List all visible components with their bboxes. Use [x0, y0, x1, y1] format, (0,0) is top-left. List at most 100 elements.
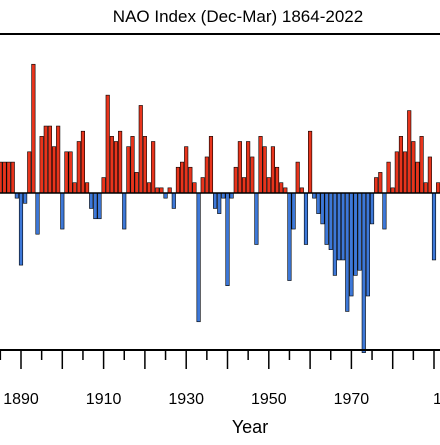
bar-1894: [35, 192, 40, 235]
bar-1937: [213, 192, 218, 209]
bar-1942: [233, 166, 238, 194]
bar-1910: [101, 177, 106, 194]
bar-1901: [64, 151, 69, 194]
bar-1961: [312, 192, 317, 199]
bar-1944: [241, 177, 247, 194]
bar-1904: [76, 141, 81, 194]
bar-1941: [229, 192, 234, 199]
bar-1930: [184, 146, 189, 194]
bar-1959: [303, 192, 309, 245]
bar-1922: [151, 141, 156, 194]
x-axis-label: Year: [232, 417, 268, 437]
bar-1927: [171, 192, 176, 209]
bar-1968: [341, 192, 346, 261]
bar-1988: [423, 182, 428, 194]
x-tick-label-1910: 1910: [86, 391, 122, 408]
bar-1964: [324, 192, 329, 245]
bar-1923: [155, 187, 160, 194]
bar-1887: [6, 161, 11, 194]
bar-1940: [225, 192, 230, 286]
bar-1949: [262, 146, 267, 194]
bar-1914: [118, 130, 123, 194]
bar-1897: [47, 125, 52, 194]
bar-1939: [221, 192, 226, 199]
bar-1982: [398, 136, 404, 194]
bar-1954: [283, 187, 288, 194]
bar-1895: [39, 136, 44, 194]
bar-1958: [299, 187, 304, 194]
bar-1924: [159, 187, 164, 194]
bar-1906: [85, 182, 90, 194]
bar-1971: [353, 192, 358, 276]
bar-1909: [97, 192, 102, 220]
bar-1938: [217, 192, 222, 214]
bar-1917: [130, 136, 135, 194]
bar-1965: [328, 192, 333, 250]
bar-1905: [80, 130, 86, 194]
bar-1899: [56, 125, 61, 194]
bar-1886: [2, 161, 7, 194]
bar-1946: [250, 156, 255, 194]
bar-1893: [31, 63, 36, 194]
bar-1925: [163, 192, 168, 199]
bar-1889: [14, 192, 19, 199]
bar-1892: [27, 151, 32, 194]
x-tick-label-1: 1: [433, 391, 440, 408]
bar-1918: [134, 172, 139, 194]
x-tick-labels: 1890 1910 1930 1950 1970 1: [3, 391, 440, 408]
bar-1972: [357, 192, 362, 271]
bar-1967: [336, 192, 342, 261]
bar-1960: [308, 130, 313, 194]
bar-1975: [369, 192, 375, 225]
x-tick-label-1890: 1890: [3, 391, 39, 408]
bar-1973: [361, 192, 366, 353]
bar-1952: [274, 166, 280, 194]
bar-1902: [68, 151, 73, 194]
bar-1921: [146, 182, 152, 194]
x-tick-label-1970: 1970: [334, 391, 370, 408]
bar-1948: [258, 136, 263, 194]
bar-1888: [10, 161, 15, 194]
x-tick-label-1950: 1950: [251, 391, 287, 408]
bar-1957: [295, 161, 300, 194]
bar-1956: [291, 192, 296, 230]
bar-1987: [419, 136, 424, 194]
bar-1984: [407, 110, 412, 194]
bar-1898: [51, 146, 57, 194]
bar-1908: [93, 192, 98, 220]
plot-frame: [0, 33, 440, 351]
bar-1885: [0, 161, 3, 194]
bar-1913: [113, 141, 119, 194]
bar-1950: [266, 177, 271, 194]
bar-1969: [345, 192, 350, 312]
bar-1936: [208, 136, 214, 194]
bar-1933: [196, 192, 201, 323]
bar-1970: [349, 192, 354, 297]
bar-1934: [200, 177, 205, 194]
bar-1896: [43, 125, 48, 194]
bar-1890: [18, 192, 24, 266]
bar-1989: [427, 156, 432, 194]
bar-1953: [279, 182, 284, 194]
bar-1966: [332, 192, 337, 276]
bar-1931: [188, 166, 193, 194]
bar-1980: [390, 187, 395, 194]
bar-1951: [270, 146, 275, 194]
bar-1977: [378, 172, 383, 194]
bar-1911: [105, 94, 110, 194]
bar-1986: [415, 161, 420, 194]
chart-title: NAO Index (Dec-Mar) 1864-2022: [113, 7, 363, 26]
bar-1983: [403, 151, 408, 194]
bar-1978: [382, 192, 387, 230]
bar-1945: [246, 141, 251, 194]
bar-1900: [60, 192, 65, 230]
bar-1990: [431, 192, 437, 261]
x-tick-label-1930: 1930: [168, 391, 204, 408]
bar-1935: [204, 156, 209, 194]
bar-1985: [411, 141, 416, 194]
bar-1991: [436, 182, 440, 194]
bar-1955: [287, 192, 292, 281]
bar-1932: [192, 182, 197, 194]
